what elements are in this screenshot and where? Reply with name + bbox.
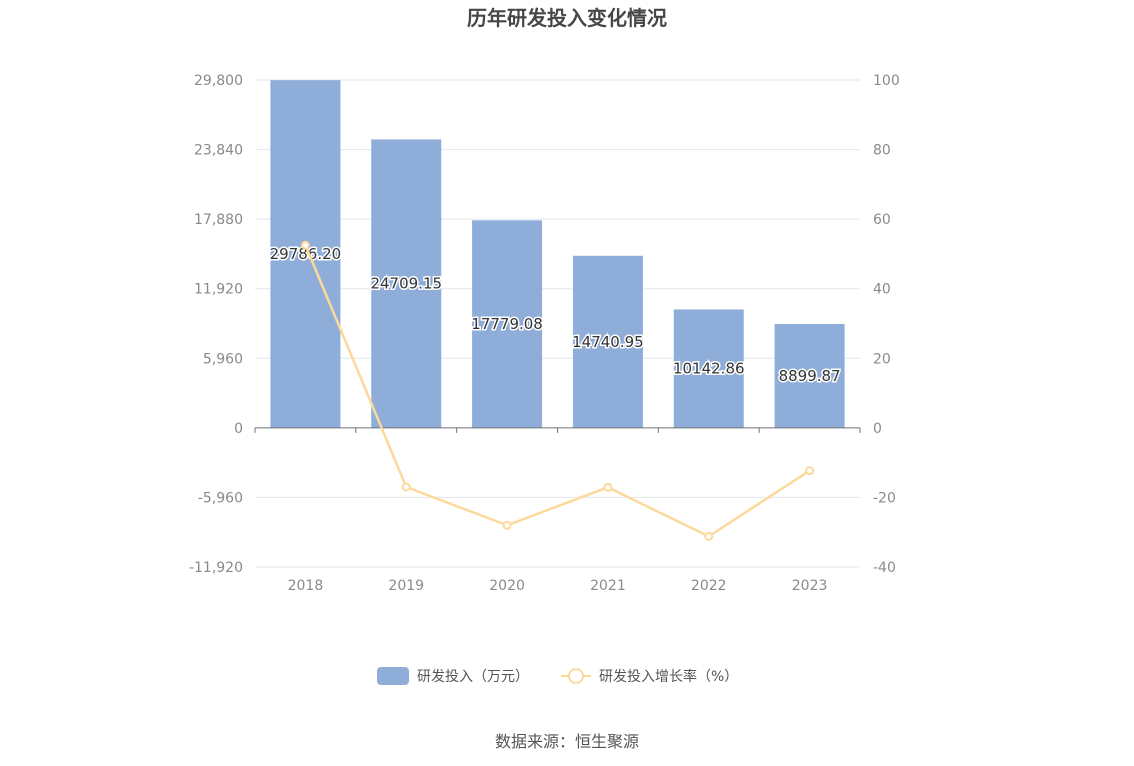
bar-data-label: 24709.15 xyxy=(370,275,442,293)
legend[interactable]: 研发投入（万元） 研发投入增长率（%） xyxy=(377,667,738,685)
y-right-tick-label: -20 xyxy=(873,490,896,506)
y-left-tick-label: 29,800 xyxy=(194,73,243,89)
right-axis: 100 80 60 40 20 0 -20 -40 xyxy=(873,73,900,576)
y-right-tick-label: -40 xyxy=(873,560,896,576)
bar-data-label: 14740.95 xyxy=(572,333,644,351)
bar-data-label: 17779.08 xyxy=(471,315,543,333)
bar-series xyxy=(270,80,845,428)
y-left-tick-label: -5,960 xyxy=(198,490,243,506)
line-point xyxy=(300,240,310,250)
line-series xyxy=(300,240,815,541)
bar xyxy=(572,255,643,428)
legend-label-line[interactable]: 研发投入增长率（%） xyxy=(599,668,738,685)
bar xyxy=(472,220,543,428)
bar xyxy=(270,80,341,428)
line-point xyxy=(401,482,411,492)
y-right-tick-label: 20 xyxy=(873,351,891,367)
growth-line xyxy=(304,244,811,538)
x-tick-label: 2023 xyxy=(792,578,828,594)
bar xyxy=(371,139,442,428)
bar xyxy=(673,309,744,428)
line-point xyxy=(603,482,613,492)
y-left-tick-label: 23,840 xyxy=(194,143,243,159)
x-tick-label: 2019 xyxy=(388,578,424,594)
y-left-tick-label: -11,920 xyxy=(189,560,243,576)
gridlines xyxy=(255,79,860,568)
bar xyxy=(774,323,845,428)
y-left-tick-label: 0 xyxy=(234,421,243,437)
y-left-tick-label: 5,960 xyxy=(203,351,243,367)
source-note: 数据来源：恒生聚源 xyxy=(495,732,639,751)
x-tick-label: 2020 xyxy=(489,578,525,594)
y-right-tick-label: 60 xyxy=(873,212,891,228)
line-point xyxy=(805,466,815,476)
bar-data-label: 29786.20 xyxy=(270,245,342,263)
y-right-tick-label: 0 xyxy=(873,421,882,437)
y-left-tick-label: 11,920 xyxy=(194,282,243,298)
legend-label-bar[interactable]: 研发投入（万元） xyxy=(417,669,529,685)
y-left-tick-label: 17,880 xyxy=(194,212,243,228)
x-tick-label: 2018 xyxy=(288,578,324,594)
line-point xyxy=(704,531,714,541)
x-axis: 2018 2019 2020 2021 2022 2023 xyxy=(254,427,861,594)
bar-data-label: 8899.87 xyxy=(779,367,841,385)
bar-data-label: 10142.86 xyxy=(673,360,745,378)
line-point xyxy=(502,520,512,530)
legend-swatch-marker[interactable] xyxy=(568,668,584,684)
chart-title: 历年研发投入变化情况 xyxy=(467,6,667,30)
y-right-tick-label: 100 xyxy=(873,73,900,89)
bar-labels: 29786.20 24709.15 17779.08 14740.95 10142.86… xyxy=(268,244,842,387)
y-right-tick-label: 80 xyxy=(873,143,891,159)
legend-swatch-bar[interactable] xyxy=(377,667,409,685)
x-tick-label: 2021 xyxy=(590,578,626,594)
x-tick-label: 2022 xyxy=(691,578,727,594)
left-axis: 29,800 23,840 17,880 11,920 5,960 0 -5,960 -11,… xyxy=(189,73,243,576)
y-right-tick-label: 40 xyxy=(873,282,891,298)
